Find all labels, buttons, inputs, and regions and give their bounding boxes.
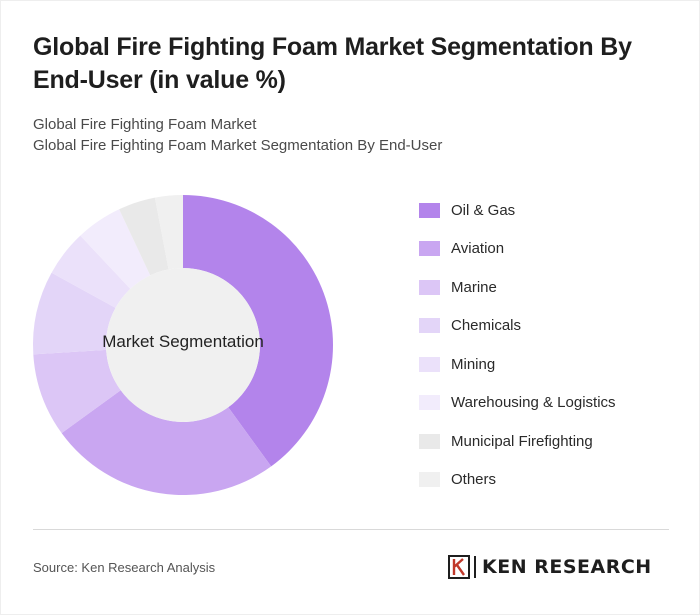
legend-swatch — [419, 202, 440, 218]
donut-slice-chemicals — [32, 272, 116, 355]
donut-slice-mining — [51, 235, 131, 308]
donut-slice-others — [154, 195, 183, 270]
legend-swatch — [419, 241, 440, 256]
ken-research-logo: KEN RESEARCH — [448, 554, 652, 580]
donut-slice-municipal-firefighting — [119, 197, 169, 276]
legend-label: Marine — [451, 278, 497, 296]
ken-research-logo-icon — [448, 555, 470, 579]
legend-item-marine: Marine — [419, 268, 497, 306]
legend-swatch — [419, 356, 440, 372]
brand-name: KEN RESEARCH — [482, 556, 652, 578]
legend-item-others: Others — [419, 461, 496, 499]
legend-item-aviation: Aviation — [419, 230, 504, 268]
legend-label: Municipal Firefighting — [451, 432, 593, 450]
breadcrumb: Global Fire Fighting Foam Market Global … — [33, 114, 442, 156]
donut-slice-marine — [33, 349, 121, 434]
footer-divider — [33, 529, 669, 530]
legend-item-warehousing-logistics: Warehousing & Logistics — [419, 384, 616, 422]
legend-label: Mining — [451, 355, 496, 373]
legend-swatch — [419, 279, 440, 295]
legend-item-mining: Mining — [419, 345, 495, 383]
legend-swatch — [419, 472, 440, 487]
legend-swatch — [419, 395, 440, 410]
donut-chart: Market Segmentation — [23, 185, 343, 505]
legend-label: Aviation — [451, 240, 505, 257]
legend-item-chemicals: Chemicals — [419, 307, 521, 345]
chart-title: Global Fire Fighting Foam Market Segment… — [33, 33, 632, 94]
legend-label: Others — [451, 471, 497, 488]
legend-swatch — [419, 318, 440, 333]
breadcrumb-segmentation: Global Fire Fighting Foam Market Segment… — [33, 137, 443, 154]
legend-label: Warehousing & Logistics — [451, 394, 616, 411]
breadcrumb-market: Global Fire Fighting Foam Market — [33, 116, 257, 133]
donut-slice-oil-gas — [183, 195, 333, 467]
legend-label: Chemicals — [451, 317, 522, 334]
donut-center-label: Market Segmentation — [102, 332, 264, 351]
legend-label: Oil & Gas — [451, 201, 516, 219]
donut-svg — [32, 195, 333, 495]
legend-item-municipal-firefighting: Municipal Firefighting — [419, 422, 593, 460]
logo-separator — [474, 556, 476, 578]
donut-slice-warehousing-logistics — [80, 209, 151, 289]
donut-slice-aviation — [61, 390, 272, 495]
donut-hole — [106, 268, 260, 422]
legend-swatch — [419, 433, 440, 449]
legend-item-oil-gas: Oil & Gas — [419, 191, 515, 229]
source-note: Source: Ken Research Analysis — [33, 560, 216, 575]
